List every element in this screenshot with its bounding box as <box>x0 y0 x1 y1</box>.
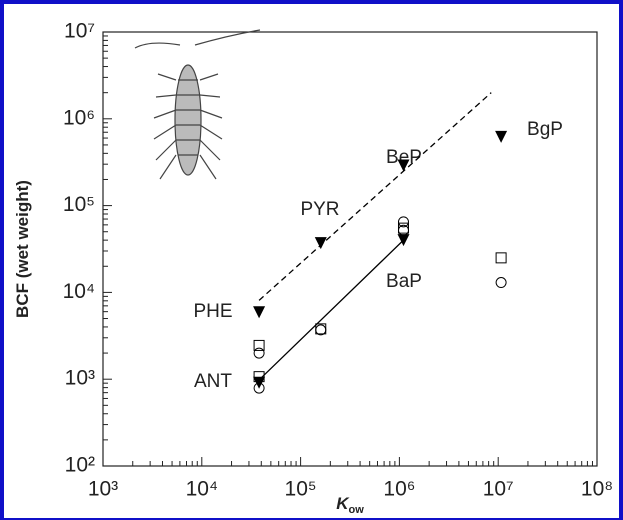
x-tick-label: 10⁷ <box>483 478 514 501</box>
x-tick-label: 10⁸ <box>581 478 613 501</box>
fit-line <box>258 92 492 301</box>
x-axis-label-sub: ow <box>349 504 365 516</box>
circle-marker <box>253 347 265 359</box>
y-tick-label: 10³ <box>65 367 95 390</box>
circle-marker <box>315 324 327 336</box>
x-axis-label: Kow <box>336 494 364 516</box>
circle-marker <box>495 277 507 289</box>
plot-frame <box>102 31 598 467</box>
y-tick-label: 10⁴ <box>63 280 95 303</box>
triangle-marker <box>495 130 508 143</box>
triangle-marker <box>397 159 410 172</box>
circle-marker <box>253 382 265 394</box>
compound-label: BeP <box>386 147 422 168</box>
compound-label: BgP <box>527 119 563 140</box>
x-tick-label: 10⁵ <box>285 478 317 501</box>
x-axis-label-main: K <box>336 494 350 513</box>
fit-line <box>258 239 404 381</box>
compound-label: PYR <box>300 199 339 220</box>
circle-marker <box>397 216 409 228</box>
x-tick-label: 10⁶ <box>383 478 415 501</box>
square-marker <box>253 339 265 351</box>
square-marker <box>397 222 409 234</box>
y-tick-label: 10⁷ <box>64 20 95 43</box>
circle-marker <box>397 224 409 236</box>
compound-label: PHE <box>193 301 232 322</box>
x-tick-label: 10⁴ <box>186 478 218 501</box>
y-tick-label: 10² <box>65 454 95 477</box>
square-marker <box>253 371 265 383</box>
compound-label: ANT <box>194 371 232 392</box>
triangle-marker <box>253 306 266 319</box>
y-tick-label: 10⁵ <box>63 193 95 216</box>
x-tick-label: 10³ <box>88 478 118 501</box>
compound-label: BaP <box>386 271 422 292</box>
insect-illustration <box>134 29 261 180</box>
square-marker <box>495 252 507 264</box>
y-axis-label: BCF (wet weight) <box>13 180 32 318</box>
y-tick-label: 10⁶ <box>63 106 95 129</box>
triangle-marker <box>314 237 327 250</box>
